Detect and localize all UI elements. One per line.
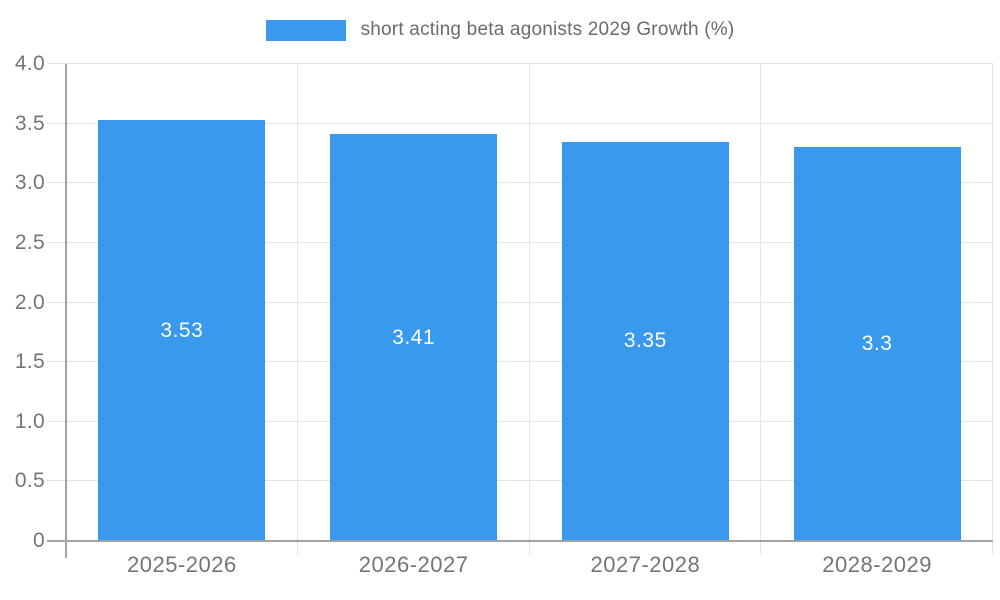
- category-separator: [760, 64, 762, 555]
- bar: 3.53: [98, 120, 266, 541]
- legend-label: short acting beta agonists 2029 Growth (…: [360, 19, 735, 40]
- gridline: [66, 63, 993, 64]
- legend-swatch: [265, 19, 346, 41]
- bar: 3.41: [330, 134, 498, 541]
- y-tick-mark: [47, 63, 66, 64]
- y-tick-label: 1.5: [14, 350, 45, 374]
- x-axis-tick-labels: 2025-2026 2026-2027 2027-2028 2028-2029: [66, 552, 993, 582]
- bar-value-label: 3.41: [392, 325, 436, 349]
- y-tick-mark: [47, 480, 66, 482]
- gridline: [66, 361, 993, 363]
- gridline: [66, 420, 993, 422]
- gridline: [66, 122, 993, 124]
- y-tick-label: 0: [33, 529, 45, 552]
- category-separator: [992, 64, 993, 555]
- y-tick-mark: [47, 361, 66, 363]
- y-tick-mark: [47, 122, 66, 124]
- x-tick-label: 2028-2029: [822, 552, 932, 577]
- plot-area: 3.53 3.41 3.35 3.3: [47, 63, 993, 558]
- legend: short acting beta agonists 2029 Growth (…: [0, 19, 1000, 41]
- x-tick-label: 2026-2027: [358, 552, 469, 577]
- x-axis-line: [47, 540, 993, 542]
- bar-value-label: 3.35: [623, 329, 667, 353]
- y-tick-label: 2.0: [14, 290, 45, 314]
- y-tick-label: 4.0: [14, 52, 45, 75]
- y-tick-label: 0.5: [14, 469, 45, 493]
- y-axis-tick-labels: 0 0.5 1.0 1.5 2.0 2.5 3.0 3.5 4.0: [0, 52, 45, 552]
- gridline: [66, 301, 993, 303]
- bar: 3.3: [793, 147, 961, 541]
- x-tick-label: 2027-2028: [590, 552, 701, 577]
- y-tick-mark: [47, 301, 66, 303]
- y-tick-label: 3.5: [14, 111, 45, 135]
- y-tick-label: 3.0: [14, 171, 45, 195]
- category-separator: [528, 64, 530, 555]
- gridline: [66, 480, 993, 482]
- bar: 3.35: [561, 141, 729, 541]
- bar-value-label: 3.53: [160, 318, 204, 342]
- gridline: [66, 182, 993, 184]
- y-tick-mark: [47, 241, 66, 243]
- x-tick-label: 2025-2026: [127, 552, 237, 577]
- gridline: [66, 241, 993, 243]
- y-axis-line: [65, 64, 67, 558]
- y-tick-mark: [47, 420, 66, 422]
- y-tick-label: 1.0: [14, 409, 45, 433]
- category-separator: [296, 64, 298, 555]
- bar-value-label: 3.3: [861, 332, 893, 356]
- y-tick-mark: [47, 182, 66, 184]
- y-tick-label: 2.5: [14, 230, 45, 254]
